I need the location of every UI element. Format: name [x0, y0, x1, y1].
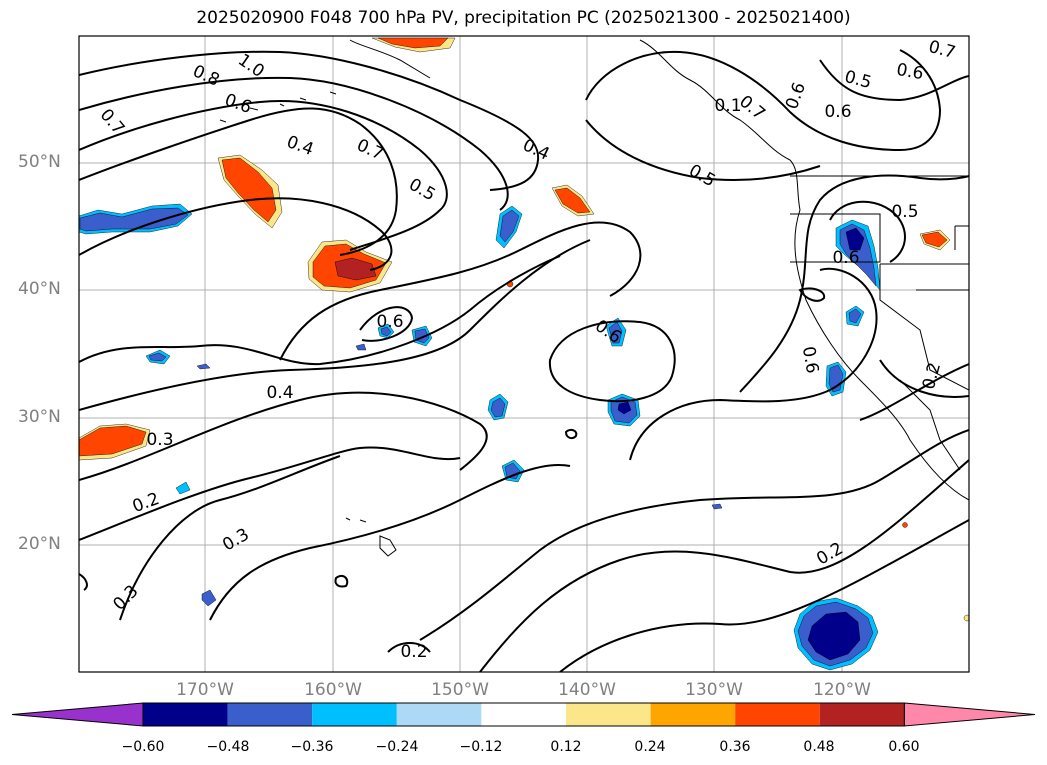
colorbar-bin	[819, 703, 905, 726]
colorbar-bin	[481, 703, 566, 726]
colorbar-tick: 0.60	[888, 739, 920, 755]
colorbar-tick: −0.48	[206, 739, 250, 755]
lat-label-20n: 20°N	[18, 534, 61, 554]
lon-label-170w: 170°W	[176, 680, 234, 700]
colorbar-bin	[227, 703, 313, 726]
colorbar-tick: 0.24	[634, 739, 666, 755]
colorbar	[11, 702, 1036, 727]
colorbar-frame	[142, 702, 905, 727]
colorbar-bin	[396, 703, 482, 726]
colorbar-extend-low	[11, 702, 144, 727]
map-title: 2025020900 F048 700 hPa PV, precipitatio…	[196, 8, 851, 28]
contour-label: 0.1	[714, 96, 741, 116]
lat-label-50n: 50°N	[18, 152, 61, 172]
contour-label: 0.6	[376, 312, 403, 332]
lat-label-40n: 40°N	[18, 279, 61, 299]
colorbar-tick: −0.24	[375, 739, 419, 755]
map-frame	[78, 35, 970, 673]
lon-label-150w: 150°W	[431, 680, 489, 700]
negative-precip-shading	[79, 203, 881, 671]
contour-label: 0.3	[146, 430, 173, 450]
colorbar-tick: 0.36	[719, 739, 751, 755]
contour-label: 0.6	[832, 248, 859, 268]
lat-label-30n: 30°N	[18, 407, 61, 427]
colorbar-tick: −0.36	[290, 739, 334, 755]
coastlines	[219, 39, 969, 557]
colorbar-tick: 0.12	[550, 739, 582, 755]
colorbar-bin	[143, 703, 228, 726]
contour-label: 0.2	[400, 642, 427, 662]
colorbar-extend-high	[903, 702, 1036, 727]
colorbar-bin	[735, 703, 820, 726]
contour-label: 0.6	[895, 60, 925, 84]
lon-label-140w: 140°W	[558, 680, 616, 700]
lon-label-130w: 130°W	[685, 680, 743, 700]
lon-label-120w: 120°W	[813, 680, 871, 700]
contour-label: 0.6	[824, 102, 851, 122]
colorbar-bin	[312, 703, 397, 726]
pv-contours	[79, 49, 969, 672]
graticule	[79, 36, 969, 672]
colorbar-bin	[566, 703, 651, 726]
positive-precip-shading	[79, 37, 969, 622]
colorbar-tick: −0.60	[121, 739, 165, 755]
colorbar-bin	[650, 703, 736, 726]
contour-label: 0.6	[798, 345, 822, 375]
colorbar-tick: −0.12	[459, 739, 503, 755]
colorbar-tick: 0.48	[803, 739, 835, 755]
map-plot-area	[79, 36, 969, 672]
contour-label: 0.4	[266, 383, 293, 403]
lon-label-160w: 160°W	[304, 680, 362, 700]
contour-label: 0.5	[891, 202, 918, 222]
